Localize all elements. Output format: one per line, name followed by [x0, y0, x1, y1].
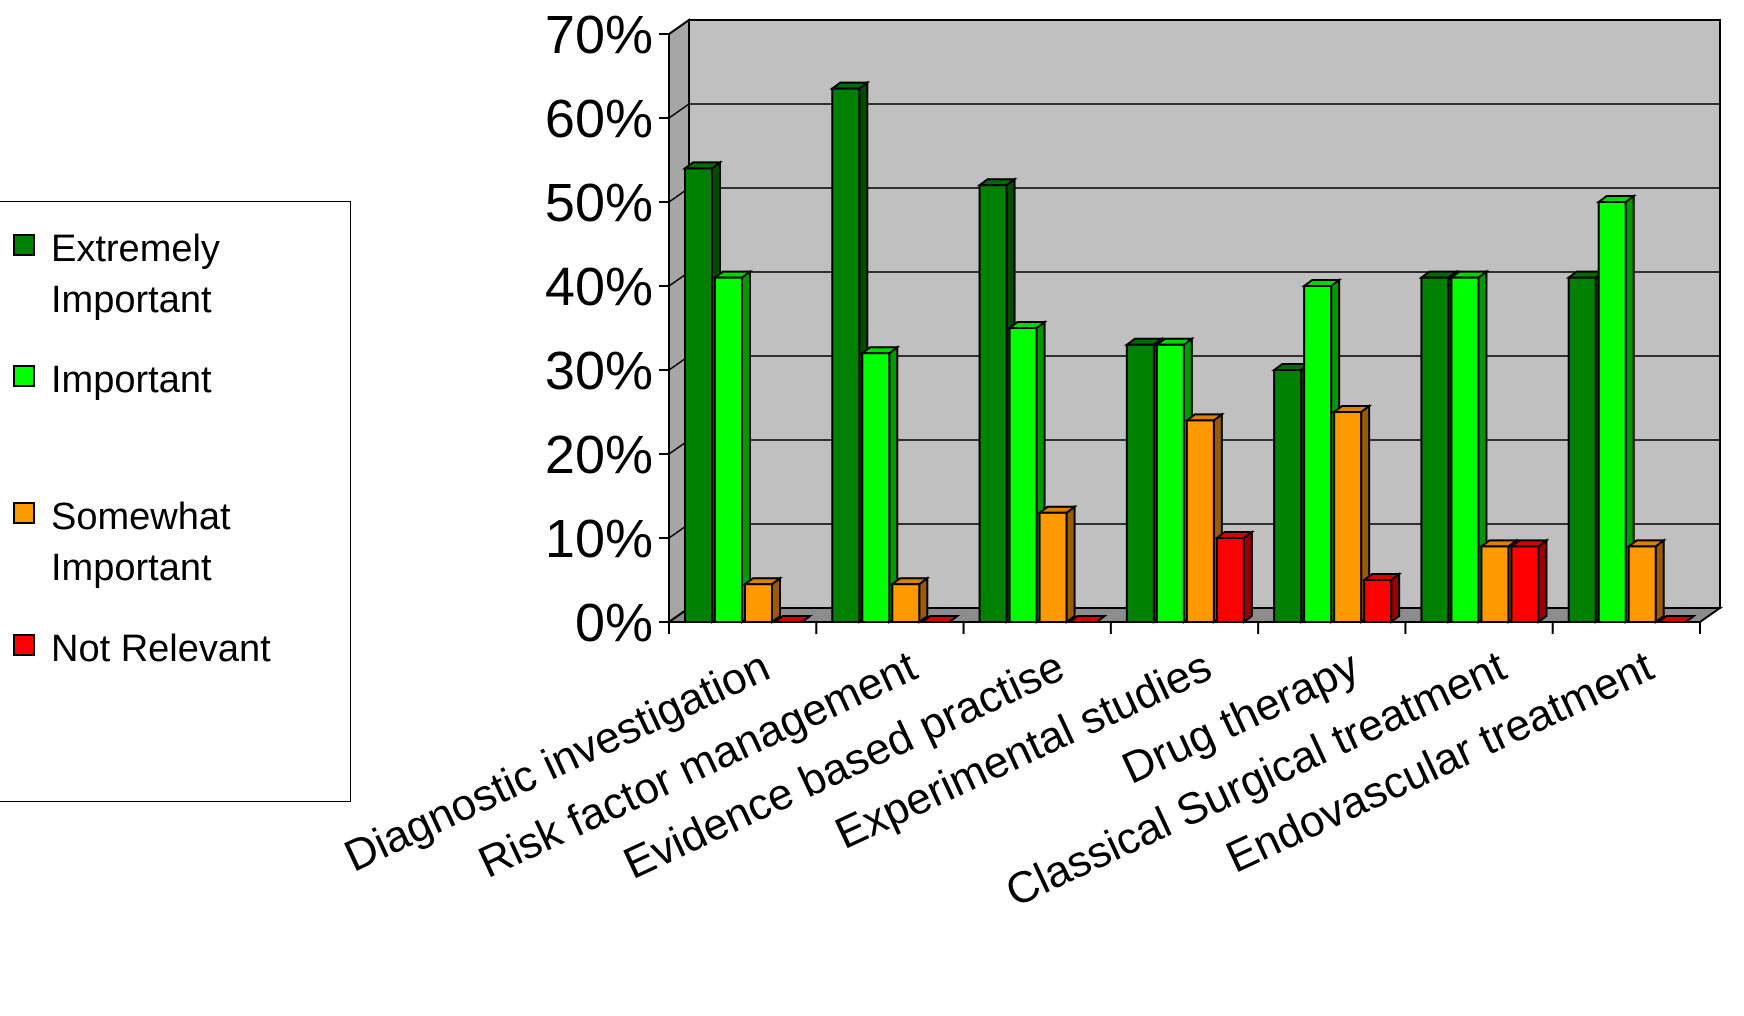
bar-somewhat-important: [1331, 404, 1373, 624]
y-tick-label: 60%: [545, 89, 653, 149]
bar-important: [1448, 269, 1490, 624]
bar-not-relevant: [1066, 615, 1108, 623]
bar-somewhat-important: [1183, 412, 1225, 624]
legend-label-important: Important: [51, 359, 212, 401]
legend-swatch-important: [13, 365, 35, 387]
y-tick-label: 50%: [545, 173, 653, 233]
legend-label-not-relevant: Not Relevant: [51, 628, 271, 670]
bar-somewhat-important: [742, 576, 783, 624]
bar-not-relevant: [772, 615, 813, 623]
y-tick-label: 30%: [545, 341, 653, 401]
bar-somewhat-important: [1036, 504, 1078, 624]
legend-item-somewhat-important: Somewhat Important: [13, 492, 331, 594]
bar-not-relevant: [919, 615, 961, 623]
legend-label-extremely-important: Extremely Important: [51, 228, 220, 321]
y-tick-label: 10%: [545, 509, 653, 569]
bar-not-relevant: [1361, 572, 1403, 624]
y-tick-label: 20%: [545, 425, 653, 485]
gridline-side: [668, 103, 690, 119]
bar-important: [712, 269, 753, 624]
bar-important: [1595, 194, 1637, 624]
bar-not-relevant: [1655, 615, 1697, 623]
y-tick-label: 70%: [545, 5, 653, 65]
legend-swatch-not-relevant: [13, 634, 35, 656]
legend-item-not-relevant: Not Relevant: [13, 624, 331, 675]
legend-swatch-somewhat-important: [13, 502, 35, 524]
y-tick-label: 0%: [575, 593, 653, 653]
bar-somewhat-important: [1625, 538, 1667, 624]
chart-legend: Extremely Important Important Somewhat I…: [0, 201, 351, 802]
y-tick-label: 40%: [545, 257, 653, 317]
bar-important: [859, 345, 901, 624]
legend-label-somewhat-important: Somewhat Important: [51, 496, 231, 589]
legend-item-important: Important: [13, 355, 331, 406]
legend-swatch-extremely-important: [13, 234, 35, 256]
legend-item-extremely-important: Extremely Important: [13, 224, 331, 326]
bar-not-relevant: [1213, 530, 1255, 624]
bar-somewhat-important: [889, 576, 931, 624]
bar-not-relevant: [1508, 538, 1550, 624]
